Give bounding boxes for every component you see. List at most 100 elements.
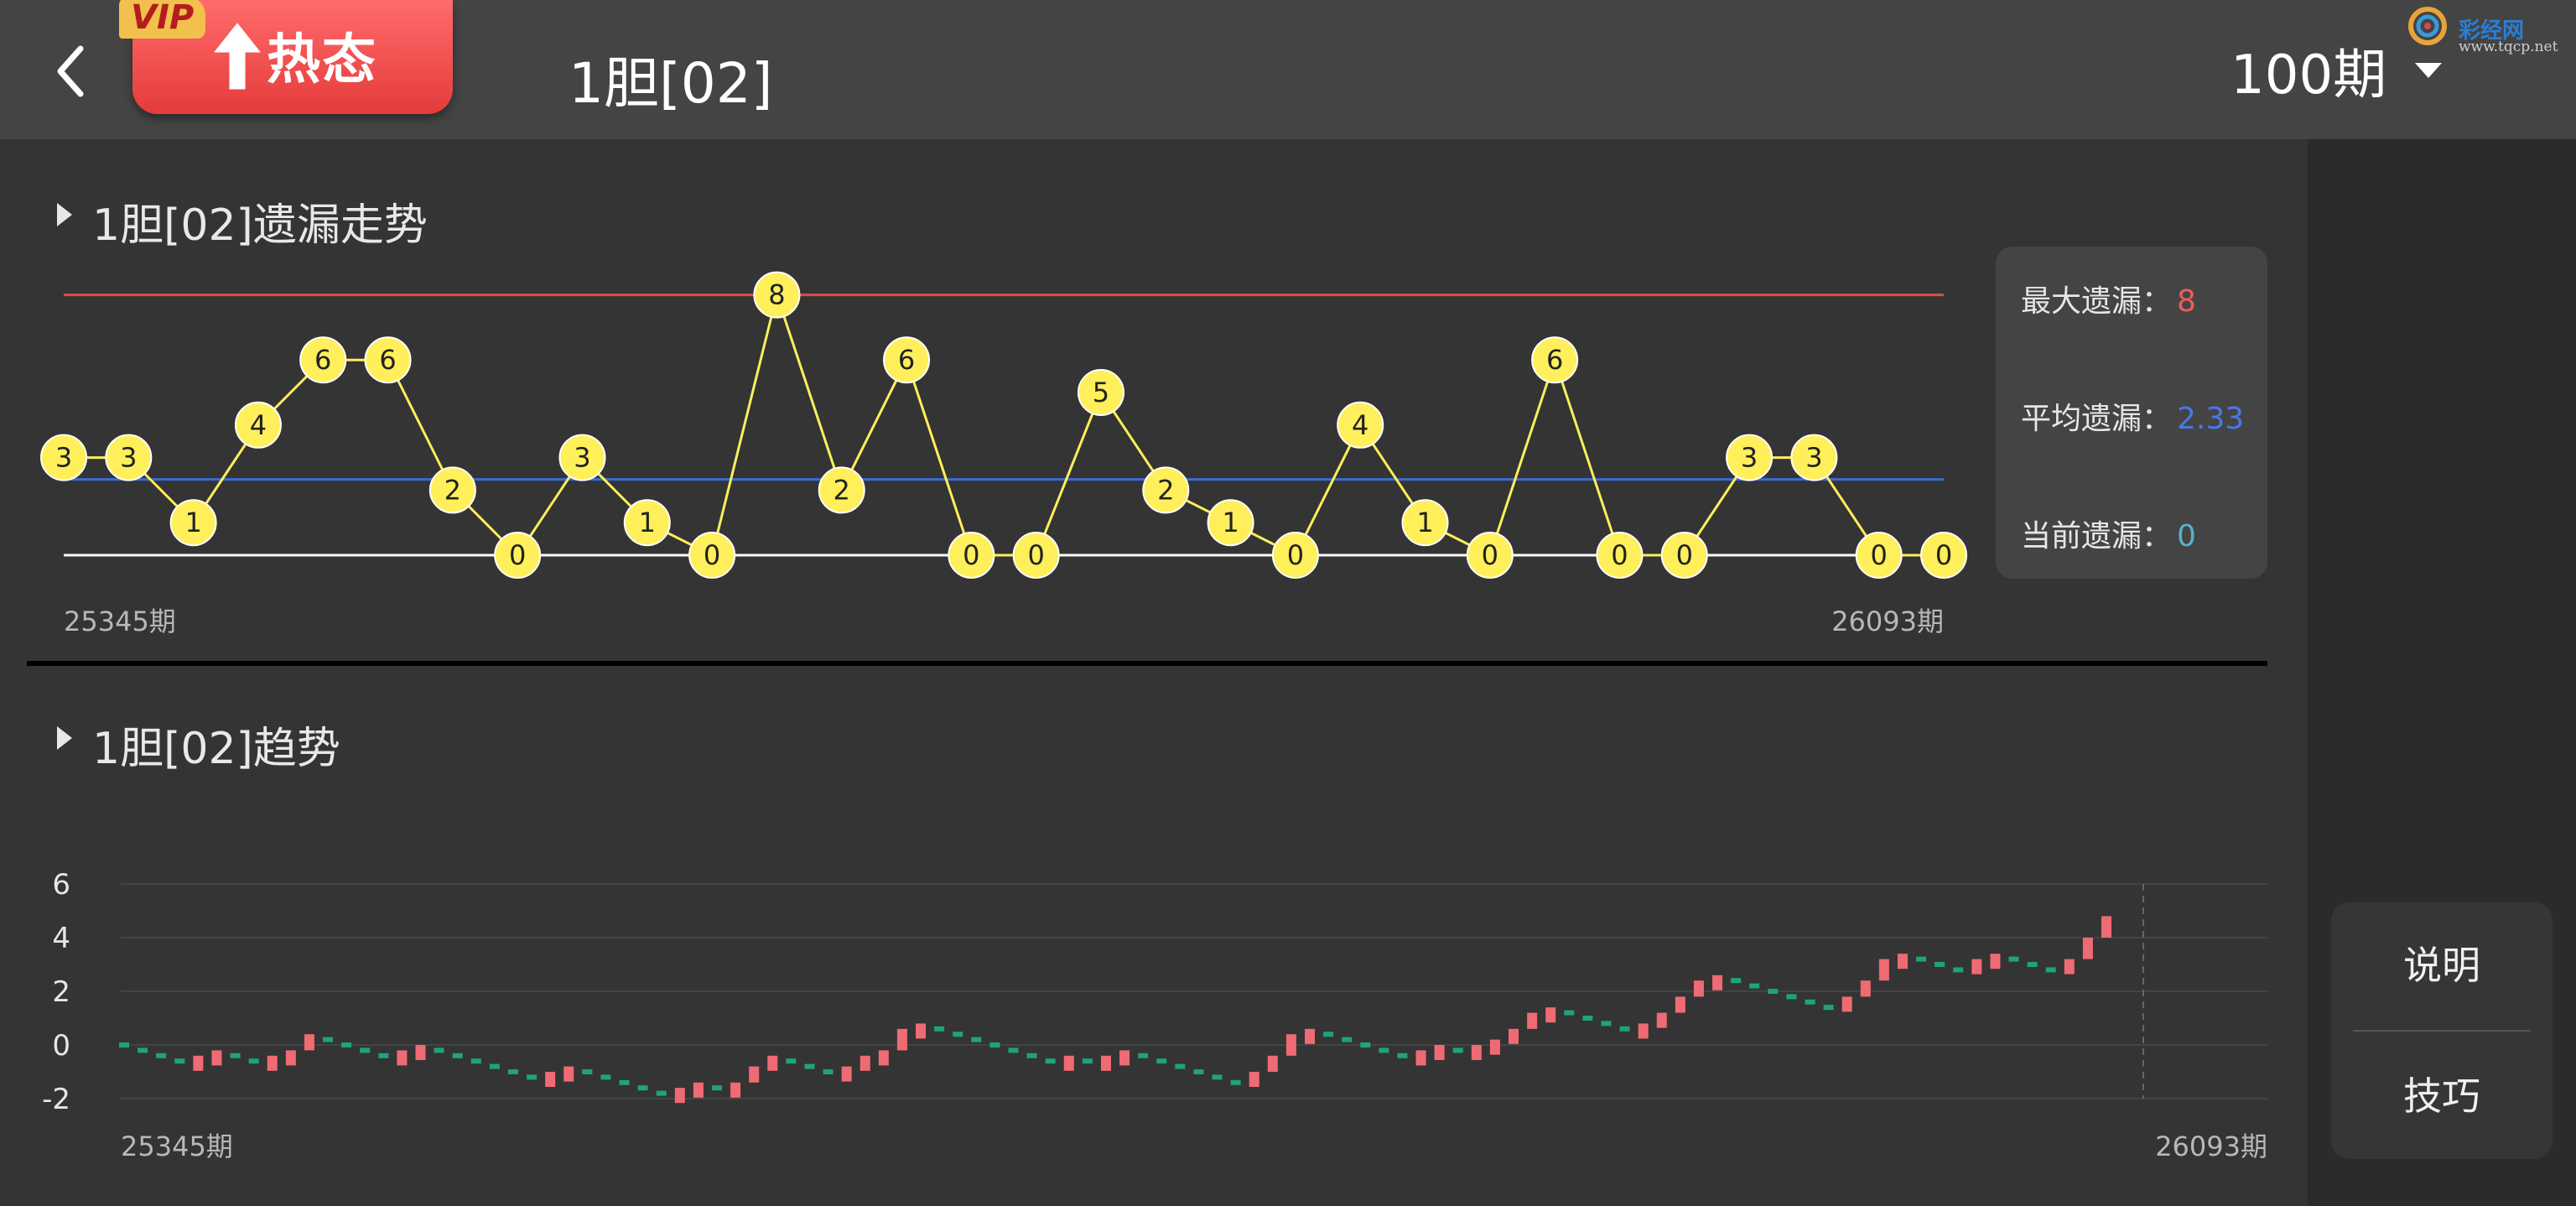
trend-down-bar xyxy=(1175,1063,1186,1069)
trend-down-bar xyxy=(2027,962,2038,967)
miss-point: 1 xyxy=(169,499,217,547)
miss-point-marker xyxy=(1012,532,1060,579)
miss-point: 4 xyxy=(234,401,282,449)
trend-down-bar xyxy=(1008,1047,1019,1053)
trend-down-bar xyxy=(804,1063,815,1069)
y-tick-label: -2 xyxy=(42,1083,70,1116)
trend-up-bar xyxy=(1434,1045,1445,1060)
site-logo: 彩经网 www.tqcp.net xyxy=(2408,5,2576,55)
trend-up-bar xyxy=(674,1088,685,1104)
tips-button[interactable]: 技巧 xyxy=(2403,1073,2480,1119)
miss-point-marker xyxy=(883,336,931,384)
x-start-label: 25345期 xyxy=(64,606,176,637)
miss-point-marker xyxy=(299,336,347,384)
trend-up-bar xyxy=(1471,1045,1482,1060)
trend-down-bar xyxy=(1379,1047,1389,1053)
miss-point-marker xyxy=(948,532,995,579)
trend-down-bar xyxy=(1749,983,1760,989)
miss-point-label: 0 xyxy=(1027,539,1044,571)
miss-point-label: 1 xyxy=(1222,507,1239,538)
trend-up-bar xyxy=(1712,975,1723,990)
miss-point-label: 0 xyxy=(1935,539,1952,571)
miss-point-marker xyxy=(818,466,865,514)
trend-up-bar xyxy=(2064,959,2075,975)
trend-down-bar xyxy=(360,1047,371,1053)
trend-up-bar xyxy=(285,1050,296,1066)
trend-down-bar xyxy=(489,1063,500,1069)
trend-down-bar xyxy=(323,1037,334,1042)
miss-point-marker xyxy=(1596,532,1644,579)
trend-section-title: 1胆[02]趋势 xyxy=(92,724,340,774)
miss-point-marker xyxy=(1337,401,1384,449)
miss-point-label: 2 xyxy=(444,474,461,506)
miss-stats-box: 最大遗漏： 8 平均遗漏： 2.33 当前遗漏： 0 xyxy=(1996,247,2267,579)
caret-right-icon xyxy=(57,203,72,226)
miss-point-label: 0 xyxy=(1482,539,1498,571)
trend-down-bar xyxy=(119,1042,129,1047)
trend-down-bar xyxy=(637,1085,648,1091)
trend-up-bar xyxy=(1119,1050,1130,1066)
miss-section-title: 1胆[02]遗漏走势 xyxy=(92,200,428,251)
miss-series-line xyxy=(64,290,1944,558)
explain-button[interactable]: 说明 xyxy=(2403,943,2480,988)
miss-point-label: 4 xyxy=(1352,409,1368,441)
miss-point-marker xyxy=(364,336,412,384)
trend-up-bar xyxy=(1860,980,1871,997)
miss-point-marker xyxy=(1207,499,1254,547)
trend-up-bar xyxy=(1489,1039,1500,1055)
trend-up-bar xyxy=(1267,1055,1278,1072)
trend-down-bar xyxy=(1212,1074,1223,1080)
trend-up-bar xyxy=(545,1072,556,1087)
trend-up-bar xyxy=(1675,996,1685,1013)
miss-point: 6 xyxy=(364,336,412,384)
trend-up-bar xyxy=(1638,1023,1649,1039)
miss-point-label: 6 xyxy=(314,344,331,376)
miss-point: 1 xyxy=(1401,499,1449,547)
miss-point: 0 xyxy=(1660,532,1708,579)
trend-down-bar xyxy=(138,1047,148,1053)
trend-down-bar xyxy=(452,1053,463,1058)
miss-point-label: 5 xyxy=(1093,377,1109,408)
trend-up-bar xyxy=(415,1045,426,1060)
trend-up-bar xyxy=(1285,1034,1296,1056)
miss-point-label: 1 xyxy=(1416,507,1433,538)
miss-point: 8 xyxy=(753,271,801,319)
trend-up-bar xyxy=(693,1082,704,1098)
trend-down-bar xyxy=(1342,1037,1353,1042)
trend-up-bar xyxy=(2101,916,2111,938)
trend-down-bar xyxy=(1805,999,1815,1005)
miss-point: 6 xyxy=(883,336,931,384)
miss-point-label: 6 xyxy=(379,344,396,376)
miss-point-label: 1 xyxy=(184,507,201,538)
trend-down-bar xyxy=(1026,1053,1037,1058)
vip-badge: VIP xyxy=(119,0,206,39)
arrow-up-icon xyxy=(214,23,261,90)
current-miss-value: 0 xyxy=(2177,519,2196,554)
miss-point: 2 xyxy=(428,466,476,514)
trend-down-bar xyxy=(1138,1053,1149,1058)
miss-point-marker xyxy=(558,434,606,481)
miss-point-label: 0 xyxy=(1871,539,1888,571)
period-dropdown[interactable]: 100期 xyxy=(2231,37,2443,107)
back-icon[interactable] xyxy=(42,34,101,109)
miss-point: 0 xyxy=(1012,532,1060,579)
miss-point: 3 xyxy=(105,434,153,481)
miss-point-label: 0 xyxy=(1287,539,1304,571)
trend-down-bar xyxy=(1601,1021,1612,1027)
miss-point: 0 xyxy=(1271,532,1319,579)
miss-point-marker xyxy=(494,532,542,579)
max-miss-value: 8 xyxy=(2177,284,2196,319)
miss-point-label: 4 xyxy=(250,409,267,441)
miss-point: 3 xyxy=(40,434,87,481)
trend-down-bar xyxy=(507,1069,518,1074)
trend-down-bar xyxy=(378,1053,389,1058)
trend-down-bar xyxy=(1582,1016,1593,1021)
miss-point: 0 xyxy=(1466,532,1514,579)
miss-point-marker xyxy=(1920,532,1967,579)
trend-up-bar xyxy=(730,1082,741,1098)
hot-state-label: 热态 xyxy=(267,29,377,91)
trend-down-bar xyxy=(1193,1069,1204,1074)
trend-up-bar xyxy=(841,1066,852,1082)
trend-up-bar xyxy=(1841,996,1852,1012)
miss-point: 3 xyxy=(1726,434,1774,481)
